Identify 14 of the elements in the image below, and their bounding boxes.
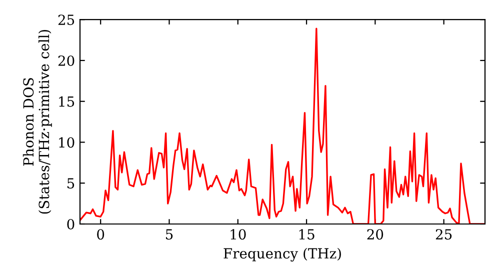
y-tick-label: 10 (59, 137, 74, 148)
x-tick-label: 0 (97, 229, 104, 240)
y-tick-label: 15 (59, 96, 74, 107)
x-tick-label: 15 (299, 229, 314, 240)
y-tick-label: 20 (58, 55, 74, 66)
x-axis-title: Frequency (THz) (224, 248, 341, 262)
x-tick-label: 10 (230, 229, 246, 240)
y-axis-title: Phonon DOS (States/THz·primitive cell) (22, 30, 52, 214)
x-tick-label: 20 (367, 229, 384, 240)
y-tick-label: 5 (67, 178, 74, 189)
x-tick-label: 25 (436, 229, 452, 240)
y-tick-label: 25 (58, 14, 74, 26)
x-tick-label: 5 (166, 229, 173, 240)
y-tick-label: 0 (67, 218, 74, 230)
